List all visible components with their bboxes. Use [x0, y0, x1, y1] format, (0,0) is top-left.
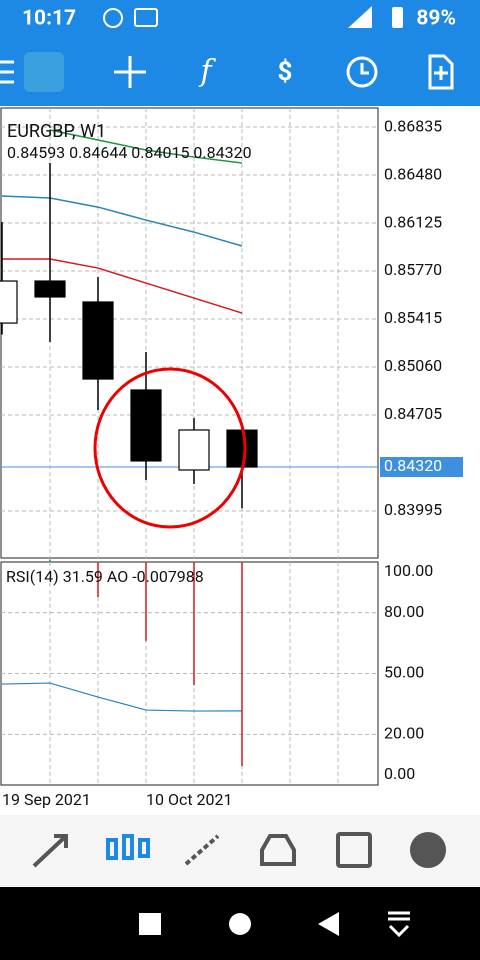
- trade-tab[interactable]: [184, 834, 220, 866]
- trade-button[interactable]: $: [278, 57, 293, 87]
- y-tick-label: 0.83995: [384, 500, 442, 519]
- home-button[interactable]: [229, 913, 251, 935]
- news-tab[interactable]: [336, 832, 372, 868]
- quotes-tab[interactable]: [32, 834, 68, 868]
- candle-body: [130, 389, 162, 462]
- crosshair-button[interactable]: [114, 56, 146, 88]
- y-tick-label: 0.00: [384, 764, 415, 783]
- y-tick-label: 0.86125: [384, 212, 442, 231]
- history-tab[interactable]: [260, 834, 296, 866]
- recents-button[interactable]: [139, 913, 161, 935]
- main-frame: [0, 107, 379, 559]
- y-tick-label: 20.00: [384, 724, 424, 743]
- extra-grid: [289, 108, 339, 785]
- y-tick-label: 0.85060: [384, 356, 442, 375]
- y-tick-label: 80.00: [384, 602, 424, 621]
- x-tick-label: 19 Sep 2021: [2, 790, 91, 809]
- moving-average: [2, 258, 243, 314]
- indicator-title: RSI(14) 31.59 AO -0.007988: [6, 567, 204, 586]
- toolbar: f $: [0, 52, 454, 92]
- bottom-nav: [0, 815, 480, 887]
- y-tick-label: 0.86835: [384, 116, 442, 135]
- y-tick-label: 0.85770: [384, 260, 442, 279]
- new-order-button[interactable]: [428, 54, 454, 90]
- menu-button[interactable]: [0, 60, 14, 84]
- back-button[interactable]: [318, 912, 339, 936]
- rsi-line: [1, 682, 243, 712]
- nav-icons: [32, 832, 446, 868]
- plot: 0.86835 0.86480 0.86125 0.85770 0.85415 0.850…: [0, 108, 463, 809]
- candle-body: [178, 429, 210, 471]
- candle-body: [226, 429, 258, 468]
- y-tick-label: 100.00: [384, 561, 433, 580]
- period-button[interactable]: [346, 56, 378, 88]
- candle-body: [0, 280, 18, 324]
- battery: 89%: [416, 7, 456, 31]
- y-tick-label: 0.85415: [384, 308, 442, 327]
- moving-average: [1, 195, 243, 247]
- x-tick-label: 10 Oct 2021: [146, 790, 233, 809]
- y-tick-label: 50.00: [384, 663, 424, 682]
- status-icons: [103, 6, 403, 28]
- price-tag-label: 0.84320: [384, 456, 442, 475]
- moving-average: [49, 129, 243, 164]
- highlight-circle: [93, 367, 247, 529]
- candle-body: [82, 301, 114, 380]
- system-buttons: [139, 911, 410, 938]
- y-tick-label: 0.84705: [384, 404, 442, 423]
- y-tick-label: 0.86480: [384, 164, 442, 183]
- clock: 10:17: [22, 7, 76, 31]
- ohlc-readout: 0.84593 0.84644 0.84015 0.84320: [7, 143, 252, 162]
- app-logo[interactable]: [24, 52, 64, 92]
- chart-title: EURGBP, W1: [7, 121, 106, 142]
- chat-tab[interactable]: [410, 832, 446, 868]
- chart-tab[interactable]: [106, 834, 150, 860]
- menu-nav-button[interactable]: [388, 911, 410, 938]
- price-tag: [380, 457, 463, 478]
- candle-body: [34, 280, 66, 298]
